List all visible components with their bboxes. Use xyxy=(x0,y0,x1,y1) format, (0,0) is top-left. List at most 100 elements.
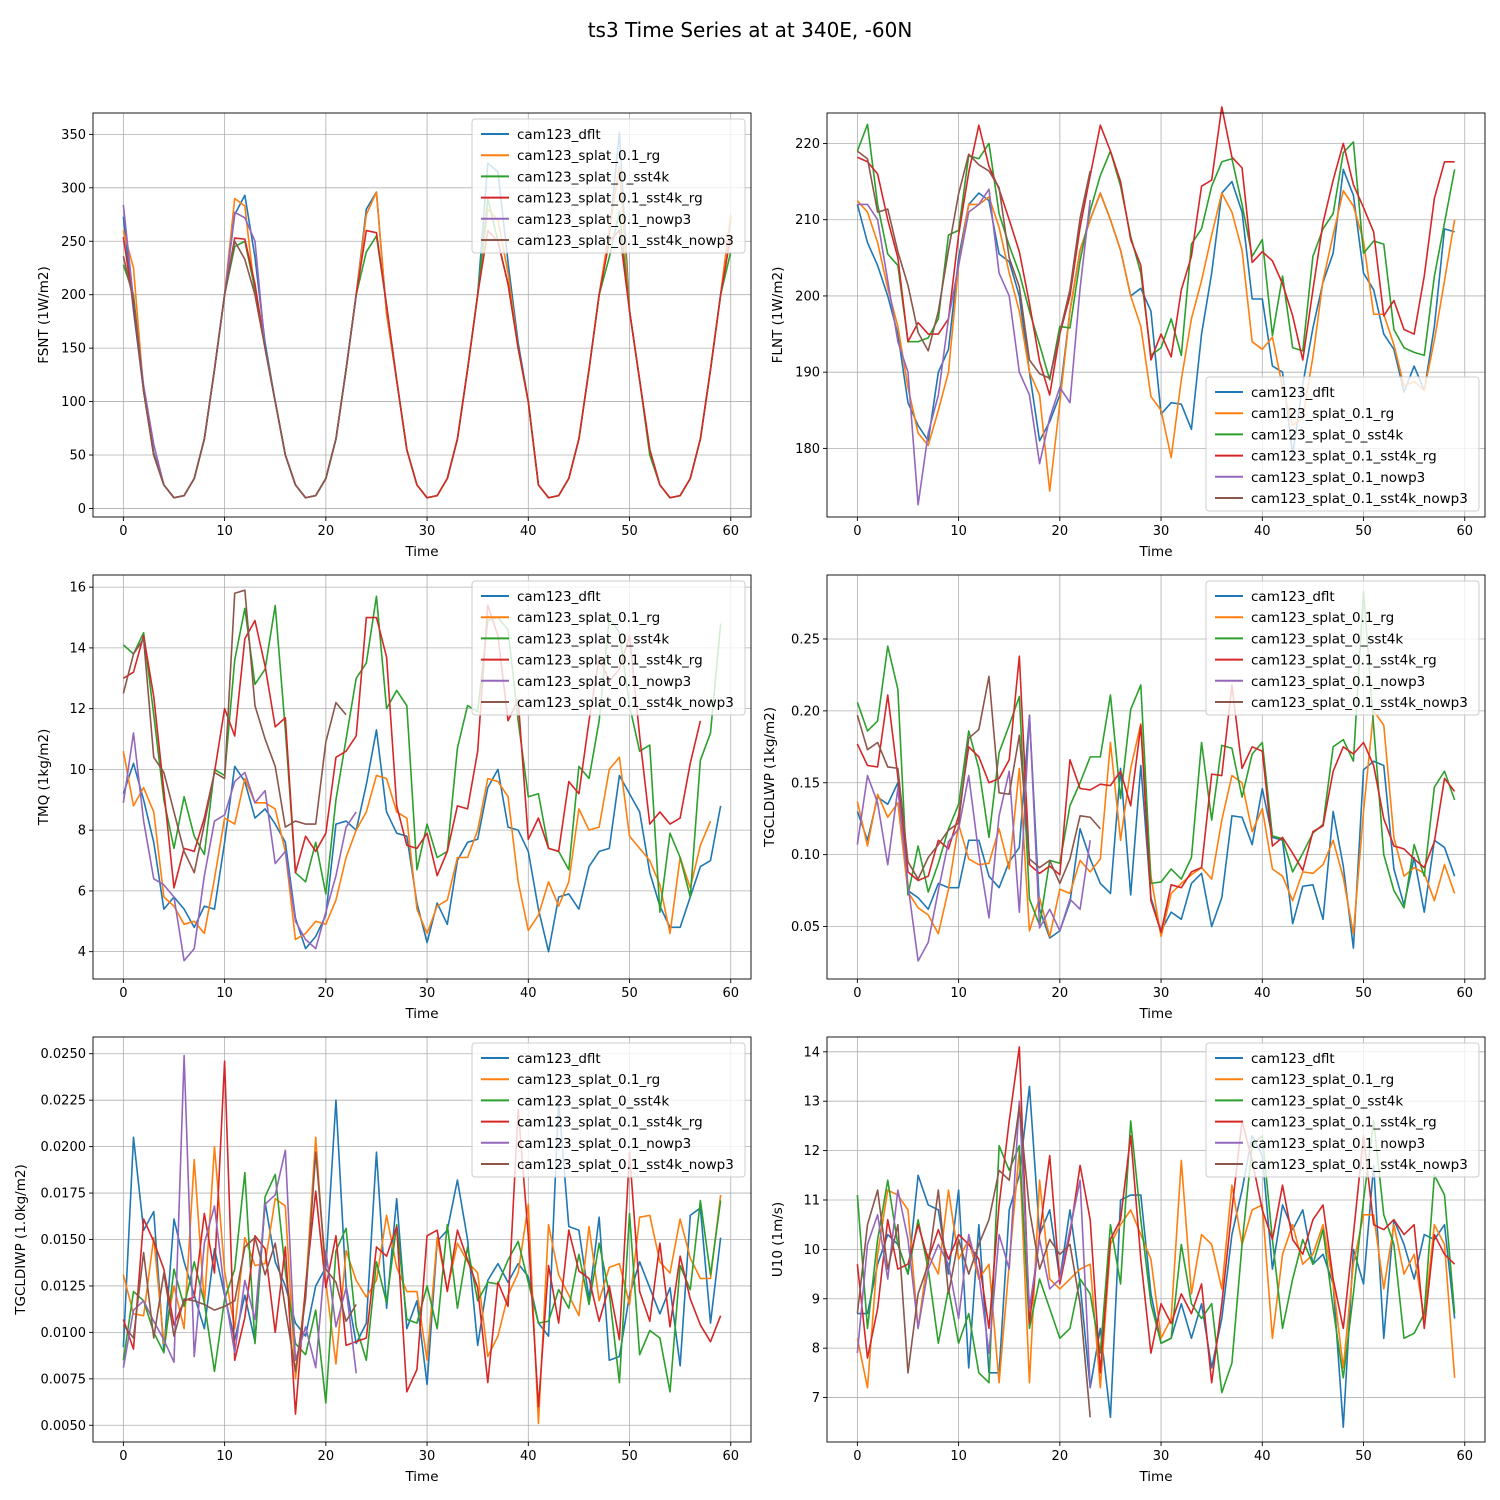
axes-frame xyxy=(826,112,1486,518)
legend-box xyxy=(1205,580,1480,716)
y-tick-label: 10 xyxy=(803,1243,820,1258)
x-tick-label: 0 xyxy=(119,524,127,539)
y-tick-label: 14 xyxy=(69,641,86,656)
x-tick-label: 30 xyxy=(1153,524,1170,539)
legend-label: cam123_splat_0.1_rg xyxy=(517,610,660,626)
legend-label: cam123_splat_0.1_sst4k_nowp3 xyxy=(1251,491,1468,507)
y-tick-label: 9 xyxy=(812,1292,820,1307)
y-tick-label: 6 xyxy=(78,884,86,899)
legend-label: cam123_splat_0.1_sst4k_rg xyxy=(517,653,703,669)
series-line-cam123_splat_0.1_sst4k_nowp3 xyxy=(856,675,1101,885)
series-line-cam123_splat_0.1_nowp3 xyxy=(122,732,357,962)
legend-box xyxy=(1205,1042,1480,1178)
x-axis-label: Time xyxy=(404,1006,438,1022)
y-tick-label: 210 xyxy=(795,213,820,228)
legend-label: cam123_splat_0.1_sst4k_rg xyxy=(1251,1115,1437,1131)
subplot-1: 0 10 20 30 40 50 60 0 50 100 150 200 250 300 350 Time FS… xyxy=(36,112,752,560)
y-axis-label: U10 (1m/s) xyxy=(770,1202,786,1277)
x-tick-label: 20 xyxy=(1052,986,1069,1001)
series-line-cam123_splat_0.1_sst4k_nowp3 xyxy=(856,150,1091,380)
y-tick-label: 350 xyxy=(61,128,86,143)
x-tick-label: 40 xyxy=(1254,1449,1271,1464)
y-tick-label: 0.0250 xyxy=(41,1047,87,1062)
y-axis-label: TMQ (1kg/m2) xyxy=(36,729,52,827)
y-tick-label: 0 xyxy=(78,502,86,517)
legend-label: cam123_splat_0.1_nowp3 xyxy=(1251,470,1425,486)
legend-label: cam123_splat_0.1_sst4k_rg xyxy=(517,191,703,207)
x-tick-label: 60 xyxy=(1456,986,1473,1001)
x-tick-label: 40 xyxy=(1254,524,1271,539)
y-tick-label: 0.0050 xyxy=(41,1419,87,1434)
series-line-cam123_splat_0.1_sst4k_rg xyxy=(857,106,1455,396)
x-tick-label: 10 xyxy=(950,524,967,539)
legend-label: cam123_dflt xyxy=(517,1051,601,1067)
legend-label: cam123_splat_0_sst4k xyxy=(1251,631,1403,647)
subplot-6: 0 10 20 30 40 50 60 7 8 9 10 11 12 13 14 Time U10 (1m/s)… xyxy=(770,1036,1486,1485)
y-tick-label: 11 xyxy=(803,1193,820,1208)
y-tick-label: 300 xyxy=(61,181,86,196)
y-tick-label: 0.25 xyxy=(791,632,820,647)
x-tick-label: 0 xyxy=(119,986,127,1001)
x-axis-label: Time xyxy=(404,544,438,560)
y-axis-label: TGCLDIWP (1.0kg/m2) xyxy=(13,1164,29,1316)
series-line-cam123_splat_0.1_nowp3 xyxy=(856,714,1091,962)
legend-label: cam123_splat_0.1_sst4k_rg xyxy=(1251,653,1437,669)
legend-label: cam123_dflt xyxy=(517,127,601,143)
legend-label: cam123_splat_0.1_sst4k_nowp3 xyxy=(517,1157,734,1173)
legend-label: cam123_splat_0.1_nowp3 xyxy=(517,674,691,690)
legend-box xyxy=(471,118,746,254)
series-line-cam123_splat_0_sst4k xyxy=(856,590,1456,926)
y-tick-label: 0.05 xyxy=(791,920,820,935)
legend-label: cam123_dflt xyxy=(1251,589,1335,605)
series-line-cam123_splat_0.1_sst4k_nowp3 xyxy=(856,1105,1091,1418)
series-line-cam123_splat_0.1_sst4k_nowp3 xyxy=(122,240,357,499)
y-tick-label: 14 xyxy=(803,1045,820,1060)
series-line-cam123_splat_0.1_sst4k_rg xyxy=(122,1060,722,1415)
y-tick-label: 220 xyxy=(795,137,820,152)
x-tick-label: 20 xyxy=(318,524,335,539)
series-line-cam123_splat_0.1_sst4k_rg xyxy=(856,655,1456,934)
series-line-cam123_splat_0.1_rg xyxy=(122,751,712,941)
x-tick-label: 30 xyxy=(419,986,436,1001)
series-line-cam123_splat_0.1_rg xyxy=(856,189,1456,492)
y-tick-label: 50 xyxy=(69,449,86,464)
legend-label: cam123_splat_0.1_nowp3 xyxy=(517,1136,691,1152)
x-axis-label: Time xyxy=(1138,1469,1172,1485)
x-tick-label: 20 xyxy=(318,986,335,1001)
y-tick-label: 13 xyxy=(803,1095,820,1110)
x-axis-label: Time xyxy=(1138,1006,1172,1022)
x-tick-label: 50 xyxy=(1355,1449,1372,1464)
legend-label: cam123_splat_0_sst4k xyxy=(517,169,669,185)
legend-label: cam123_splat_0.1_sst4k_rg xyxy=(1251,449,1437,465)
legend-label: cam123_splat_0.1_nowp3 xyxy=(517,212,691,228)
legend-box xyxy=(471,1042,746,1178)
legend-label: cam123_splat_0_sst4k xyxy=(1251,1093,1403,1109)
x-tick-label: 40 xyxy=(1254,986,1271,1001)
y-tick-label: 180 xyxy=(795,442,820,457)
axes-frame xyxy=(92,112,752,518)
legend: cam123_dflt cam123_splat_0.1_rg cam123_spl… xyxy=(1205,580,1480,716)
x-tick-label: 60 xyxy=(1456,524,1473,539)
x-axis-label: Time xyxy=(404,1469,438,1485)
legend-label: cam123_splat_0.1_sst4k_nowp3 xyxy=(517,233,734,249)
legend-label: cam123_splat_0.1_sst4k_nowp3 xyxy=(517,695,734,711)
legend-label: cam123_splat_0_sst4k xyxy=(517,631,669,647)
x-tick-label: 20 xyxy=(1052,1449,1069,1464)
y-tick-label: 100 xyxy=(61,395,86,410)
legend-label: cam123_splat_0.1_sst4k_rg xyxy=(517,1115,703,1131)
legend: cam123_dflt cam123_splat_0.1_rg cam123_spl… xyxy=(471,118,746,254)
y-tick-label: 0.0150 xyxy=(41,1233,87,1248)
y-tick-label: 12 xyxy=(69,702,86,717)
y-tick-label: 0.0075 xyxy=(41,1372,87,1387)
x-tick-label: 40 xyxy=(520,1449,537,1464)
x-tick-label: 60 xyxy=(722,524,739,539)
y-tick-label: 190 xyxy=(795,366,820,381)
series-line-cam123_splat_0.1_rg xyxy=(122,1136,722,1425)
series-line-cam123_splat_0.1_nowp3 xyxy=(856,1100,1091,1388)
legend-label: cam123_splat_0.1_rg xyxy=(1251,610,1394,626)
x-tick-label: 0 xyxy=(853,524,861,539)
series-line-cam123_splat_0.1_nowp3 xyxy=(857,188,1091,506)
legend-label: cam123_dflt xyxy=(517,589,601,605)
legend-label: cam123_splat_0.1_sst4k_nowp3 xyxy=(1251,1157,1468,1173)
